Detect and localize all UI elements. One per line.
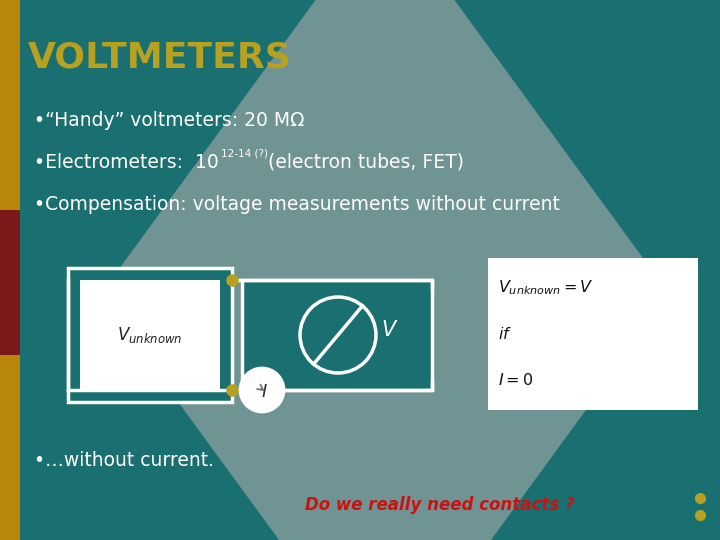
Text: •…without current.: •…without current.	[34, 450, 214, 469]
Text: •“Handy” voltmeters: 20 MΩ: •“Handy” voltmeters: 20 MΩ	[34, 111, 305, 130]
Text: •Compensation: voltage measurements without current: •Compensation: voltage measurements with…	[34, 194, 560, 213]
Circle shape	[300, 297, 376, 373]
Bar	[0, 210, 20, 355]
Text: $\mathit{if}$: $\mathit{if}$	[498, 326, 512, 342]
Bar	[488, 258, 698, 410]
Text: (electron tubes, FET): (electron tubes, FET)	[262, 152, 464, 172]
Polygon shape	[100, 0, 670, 540]
Bar	[0, 0, 20, 540]
Text: $\mathit{I}$: $\mathit{I}$	[261, 383, 267, 401]
Text: 12-14 (?): 12-14 (?)	[221, 148, 268, 158]
Text: $I = 0$: $I = 0$	[498, 372, 534, 388]
Bar	[242, 280, 432, 390]
Bar	[68, 268, 232, 402]
Bar	[80, 280, 220, 390]
Text: $\mathit{V}$: $\mathit{V}$	[381, 320, 398, 340]
Circle shape	[240, 368, 284, 412]
Text: VOLTMETERS: VOLTMETERS	[28, 41, 292, 75]
Text: $V_{unknown} = V$: $V_{unknown} = V$	[498, 279, 594, 298]
Text: Do we really need contacts ?: Do we really need contacts ?	[305, 496, 575, 514]
Text: $V_{unknown}$: $V_{unknown}$	[117, 325, 183, 345]
Text: •Electrometers:  10: •Electrometers: 10	[34, 152, 219, 172]
